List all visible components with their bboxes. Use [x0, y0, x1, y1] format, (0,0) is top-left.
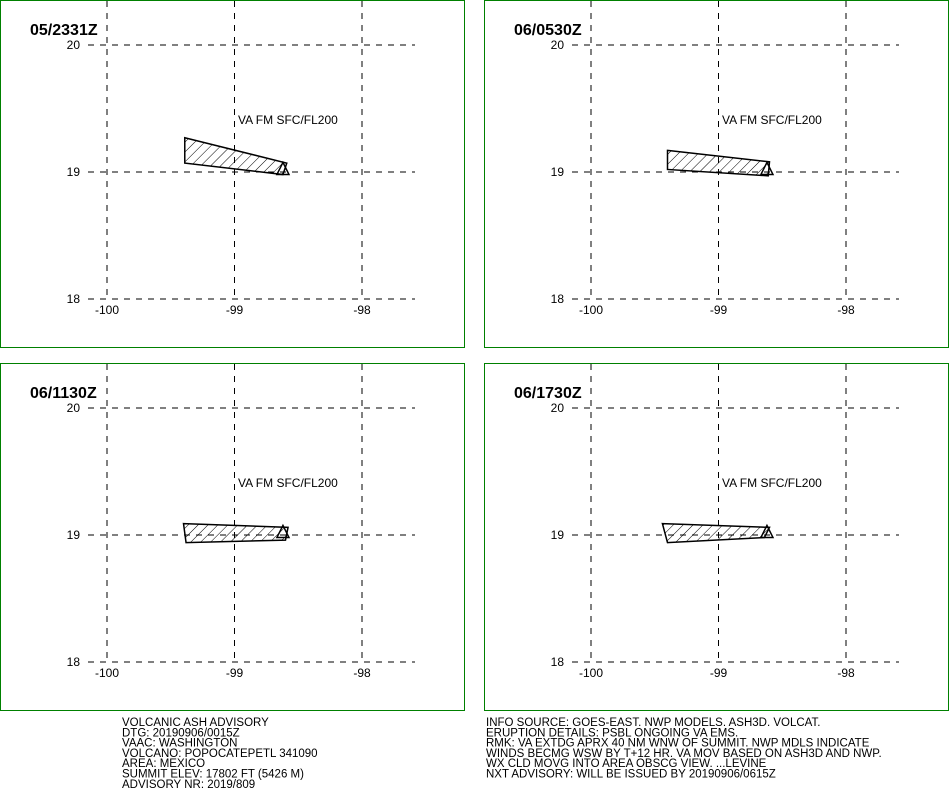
ash-layer-label: VA FM SFC/FL200	[238, 113, 338, 127]
volcano-marker	[275, 523, 291, 539]
lon-tick-label: -98	[837, 303, 855, 317]
lon-tick-label: -98	[353, 666, 371, 680]
lat-tick-label: 20	[67, 401, 81, 415]
lon-tick-label: -100	[579, 666, 603, 680]
lon-tick-label: -100	[95, 666, 119, 680]
lat-tick-label: 19	[67, 165, 81, 179]
advisory-line: WX CLD MOVG INTO AREA OBSCG VIEW. ...LEV…	[486, 758, 767, 770]
lat-tick-label: 18	[67, 655, 81, 669]
advisory-line: VOLCANO: POPOCATEPETL 341090	[122, 748, 318, 760]
advisory-line: INFO SOURCE: GOES-EAST. NWP MODELS. ASH3…	[486, 717, 820, 729]
advisory-line: ADVISORY NR: 2019/809	[122, 779, 255, 791]
time-label: 05/2331Z	[30, 22, 98, 39]
time-label: 06/0530Z	[514, 22, 582, 39]
advisory-line: VOLCANIC ASH ADVISORY	[122, 717, 269, 729]
panel-frame	[0, 0, 465, 348]
lat-tick-label: 19	[551, 528, 565, 542]
map-panel: 20 19 18 -100 -99 -98 06/1130Z VA FM SFC/FL200	[0, 363, 465, 711]
advisory-line: NXT ADVISORY: WILL BE ISSUED BY 20190906…	[486, 769, 776, 781]
volcano-marker	[759, 523, 775, 539]
lat-tick-label: 19	[67, 528, 81, 542]
lat-tick-label: 18	[551, 655, 565, 669]
ash-cloud	[666, 149, 771, 177]
advisory-line: DTG: 20190906/0015Z	[122, 727, 240, 739]
time-label: 06/1730Z	[514, 385, 582, 402]
lat-tick-label: 18	[551, 292, 565, 306]
map-panel: 20 19 18 -100 -99 -98 06/0530Z VA FM SFC/FL200	[484, 0, 949, 348]
advisory-line: AREA: MEXICO	[122, 758, 205, 770]
ash-cloud	[182, 522, 289, 544]
advisory-line: VAAC: WASHINGTON	[122, 738, 237, 750]
lon-tick-label: -99	[710, 666, 728, 680]
volcano-marker	[759, 160, 775, 176]
advisory-line: SUMMIT ELEV: 17802 FT (5426 M)	[122, 769, 304, 781]
ash-cloud	[184, 136, 288, 176]
lon-tick-label: -99	[710, 303, 728, 317]
lat-tick-label: 19	[551, 165, 565, 179]
time-label: 06/1130Z	[30, 385, 97, 402]
ash-cloud	[661, 522, 771, 544]
lon-tick-label: -98	[837, 666, 855, 680]
volcano-marker	[275, 160, 291, 176]
lat-tick-label: 20	[551, 38, 565, 52]
map-panel: 20 19 18 -100 -99 -98 06/1730Z VA FM SFC/FL200	[484, 363, 949, 711]
lon-tick-label: -100	[95, 303, 119, 317]
panel-frame	[484, 0, 949, 348]
ash-layer-label: VA FM SFC/FL200	[722, 113, 822, 127]
advisory-line: RMK: VA EXTDG APRX 40 NM WNW OF SUMMIT. …	[486, 738, 870, 750]
lat-tick-label: 20	[67, 38, 81, 52]
lon-tick-label: -99	[226, 666, 244, 680]
lat-tick-label: 20	[551, 401, 565, 415]
lon-tick-label: -98	[353, 303, 371, 317]
panel-frame	[484, 363, 949, 711]
lon-tick-label: -100	[579, 303, 603, 317]
panel-frame	[0, 363, 465, 711]
advisory-line: WINDS BECMG WSW BY T+12 HR. VA MOV BASED…	[486, 748, 882, 760]
map-panel: 20 19 18 -100 -99 -98 05/2331Z VA FM SFC/FL200	[0, 0, 465, 348]
ash-layer-label: VA FM SFC/FL200	[722, 476, 822, 490]
ash-layer-label: VA FM SFC/FL200	[238, 476, 338, 490]
advisory-line: ERUPTION DETAILS: PSBL ONGOING VA EMS.	[486, 727, 738, 739]
lat-tick-label: 18	[67, 292, 81, 306]
lon-tick-label: -99	[226, 303, 244, 317]
